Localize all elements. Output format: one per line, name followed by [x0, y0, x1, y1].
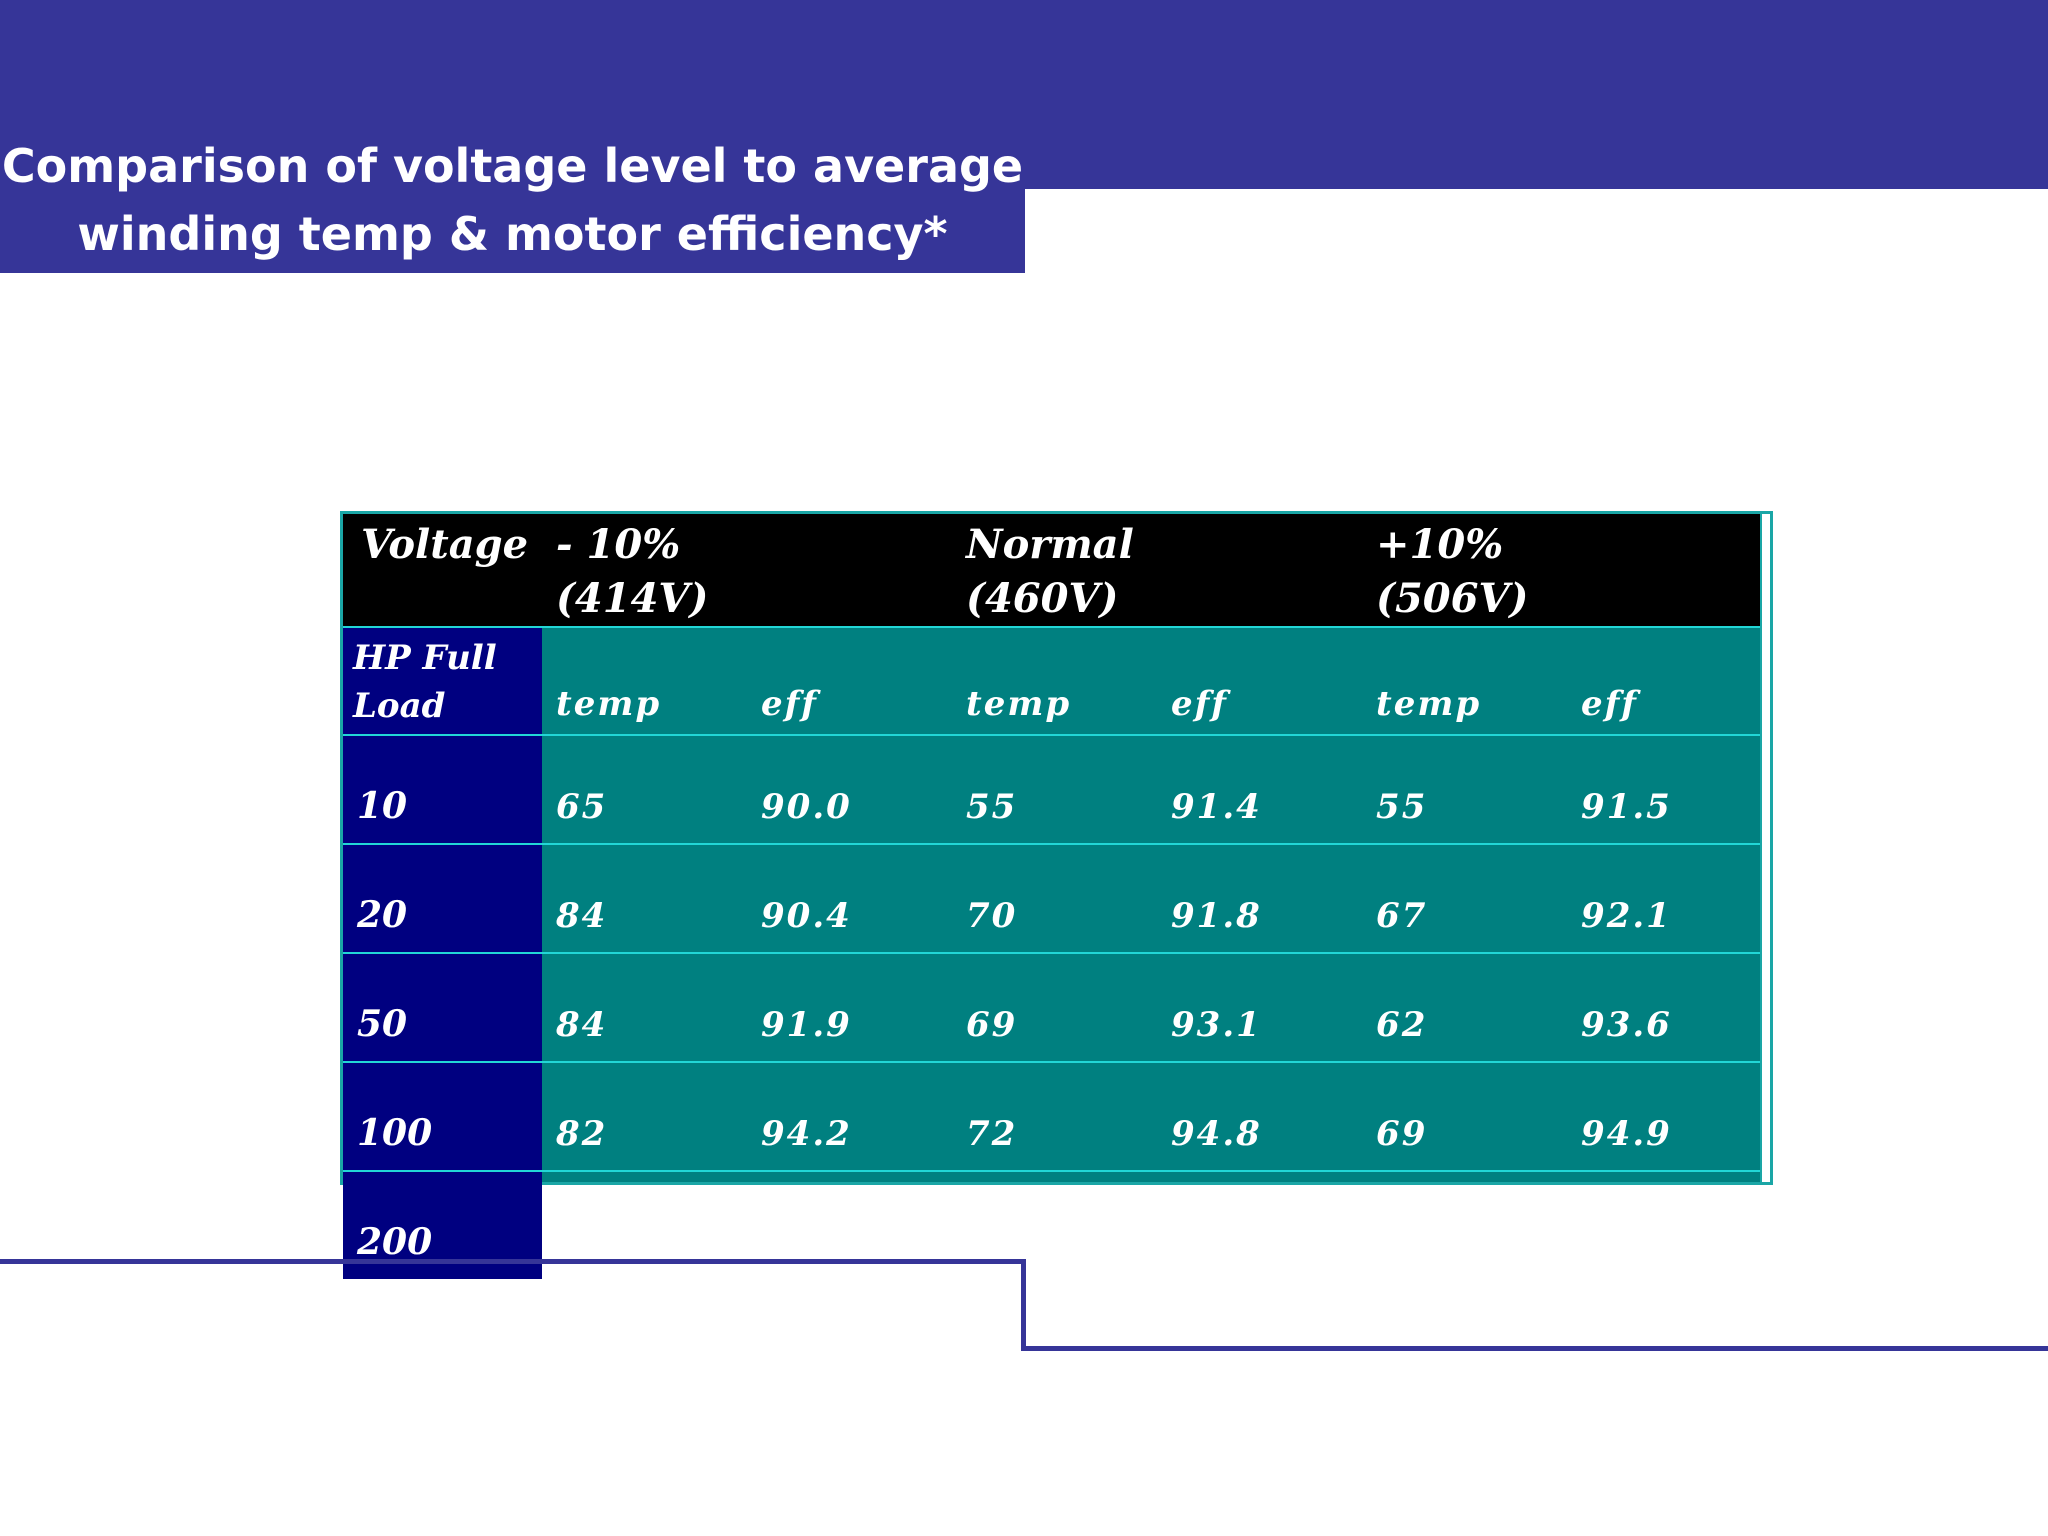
table-subheader-row: HP Full Load temp eff temp eff temp eff — [343, 627, 1762, 736]
header-band — [0, 0, 2048, 189]
column-header: temp — [952, 627, 1158, 736]
slide-title-line-1: Comparison of voltage level to average — [1, 139, 1024, 193]
table-cell: 91.8 — [1157, 844, 1363, 954]
table-cell: 92.1 — [1567, 844, 1762, 954]
footer-rule-right — [1021, 1346, 2048, 1351]
hp-cell: 50 — [343, 953, 542, 1063]
table-row: 100 82 94.2 72 94.8 69 94.9 — [343, 1062, 1762, 1172]
voltage-header: Voltage — [343, 514, 542, 628]
title-band — [0, 189, 1025, 273]
table-cell: 95.7 — [1581, 1223, 1672, 1263]
column-header: eff — [1567, 627, 1762, 736]
table-cell: 94.2 — [747, 1062, 953, 1172]
group-header-plus10: +10% (506V) — [1362, 514, 1762, 628]
table-row: 50 84 91.9 69 93.1 62 93.6 — [343, 953, 1762, 1063]
table-cell: 95.5 — [1171, 1223, 1262, 1263]
table-cell: 91.9 — [747, 953, 953, 1063]
group-header-minus10: - 10% (414V) — [542, 514, 953, 628]
table-cell: 55 — [1362, 735, 1568, 845]
footer-rule-left — [0, 1259, 1026, 1264]
table-cell: 77 — [966, 1223, 1018, 1263]
table-row: 20 84 90.4 70 91.8 67 92.1 — [343, 844, 1762, 954]
table-cell: 90 — [556, 1223, 608, 1263]
column-header: temp — [542, 627, 747, 736]
column-header: eff — [1157, 627, 1363, 736]
table-cell: 94.9 — [761, 1223, 852, 1263]
hp-full-load-header: HP Full Load — [343, 627, 542, 736]
footer-rule-step — [1021, 1259, 1026, 1351]
table-cell: 69 — [1362, 1062, 1568, 1172]
table-cell: 84 — [542, 844, 747, 954]
table-cell: 91.5 — [1567, 735, 1762, 845]
comparison-table: Voltage - 10% (414V) Normal (460V) +10% … — [340, 511, 1773, 1279]
table-row: 200 90 94.9 77 95.5 74 95.7 — [343, 1171, 1761, 1279]
hp-cell: 20 — [343, 844, 542, 954]
table-cell: 70 — [952, 844, 1158, 954]
table-cell: 93.6 — [1567, 953, 1762, 1063]
slide-title: Comparison of voltage level to average w… — [0, 132, 1025, 268]
table-cell: 69 — [952, 953, 1158, 1063]
table-cell: 90.4 — [747, 844, 953, 954]
table-row: 10 65 90.0 55 91.4 55 91.5 — [343, 735, 1762, 845]
column-header: temp — [1362, 627, 1568, 736]
hp-cell: 10 — [343, 735, 542, 845]
table-cell: 94.9 — [1567, 1062, 1762, 1172]
table-cell: 55 — [952, 735, 1158, 845]
table-cell: 74 — [1376, 1223, 1428, 1263]
table-edge-strip — [1760, 514, 1770, 1182]
table-cell: 94.8 — [1157, 1062, 1363, 1172]
table-header-row: Voltage - 10% (414V) Normal (460V) +10% … — [343, 514, 1762, 628]
table-cell: 90.0 — [747, 735, 953, 845]
table-cell: 72 — [952, 1062, 1158, 1172]
table-cell: 84 — [542, 953, 747, 1063]
table-cell: 82 — [542, 1062, 747, 1172]
table-cell: 93.1 — [1157, 953, 1363, 1063]
slide-title-line-2: winding temp & motor efficiency* — [77, 207, 948, 261]
table-cell: 65 — [542, 735, 747, 845]
table-cell: 91.4 — [1157, 735, 1363, 845]
group-header-normal: Normal (460V) — [952, 514, 1363, 628]
table-cell: 67 — [1362, 844, 1568, 954]
column-header: eff — [747, 627, 953, 736]
table-cell: 62 — [1362, 953, 1568, 1063]
hp-cell: 100 — [343, 1062, 542, 1172]
